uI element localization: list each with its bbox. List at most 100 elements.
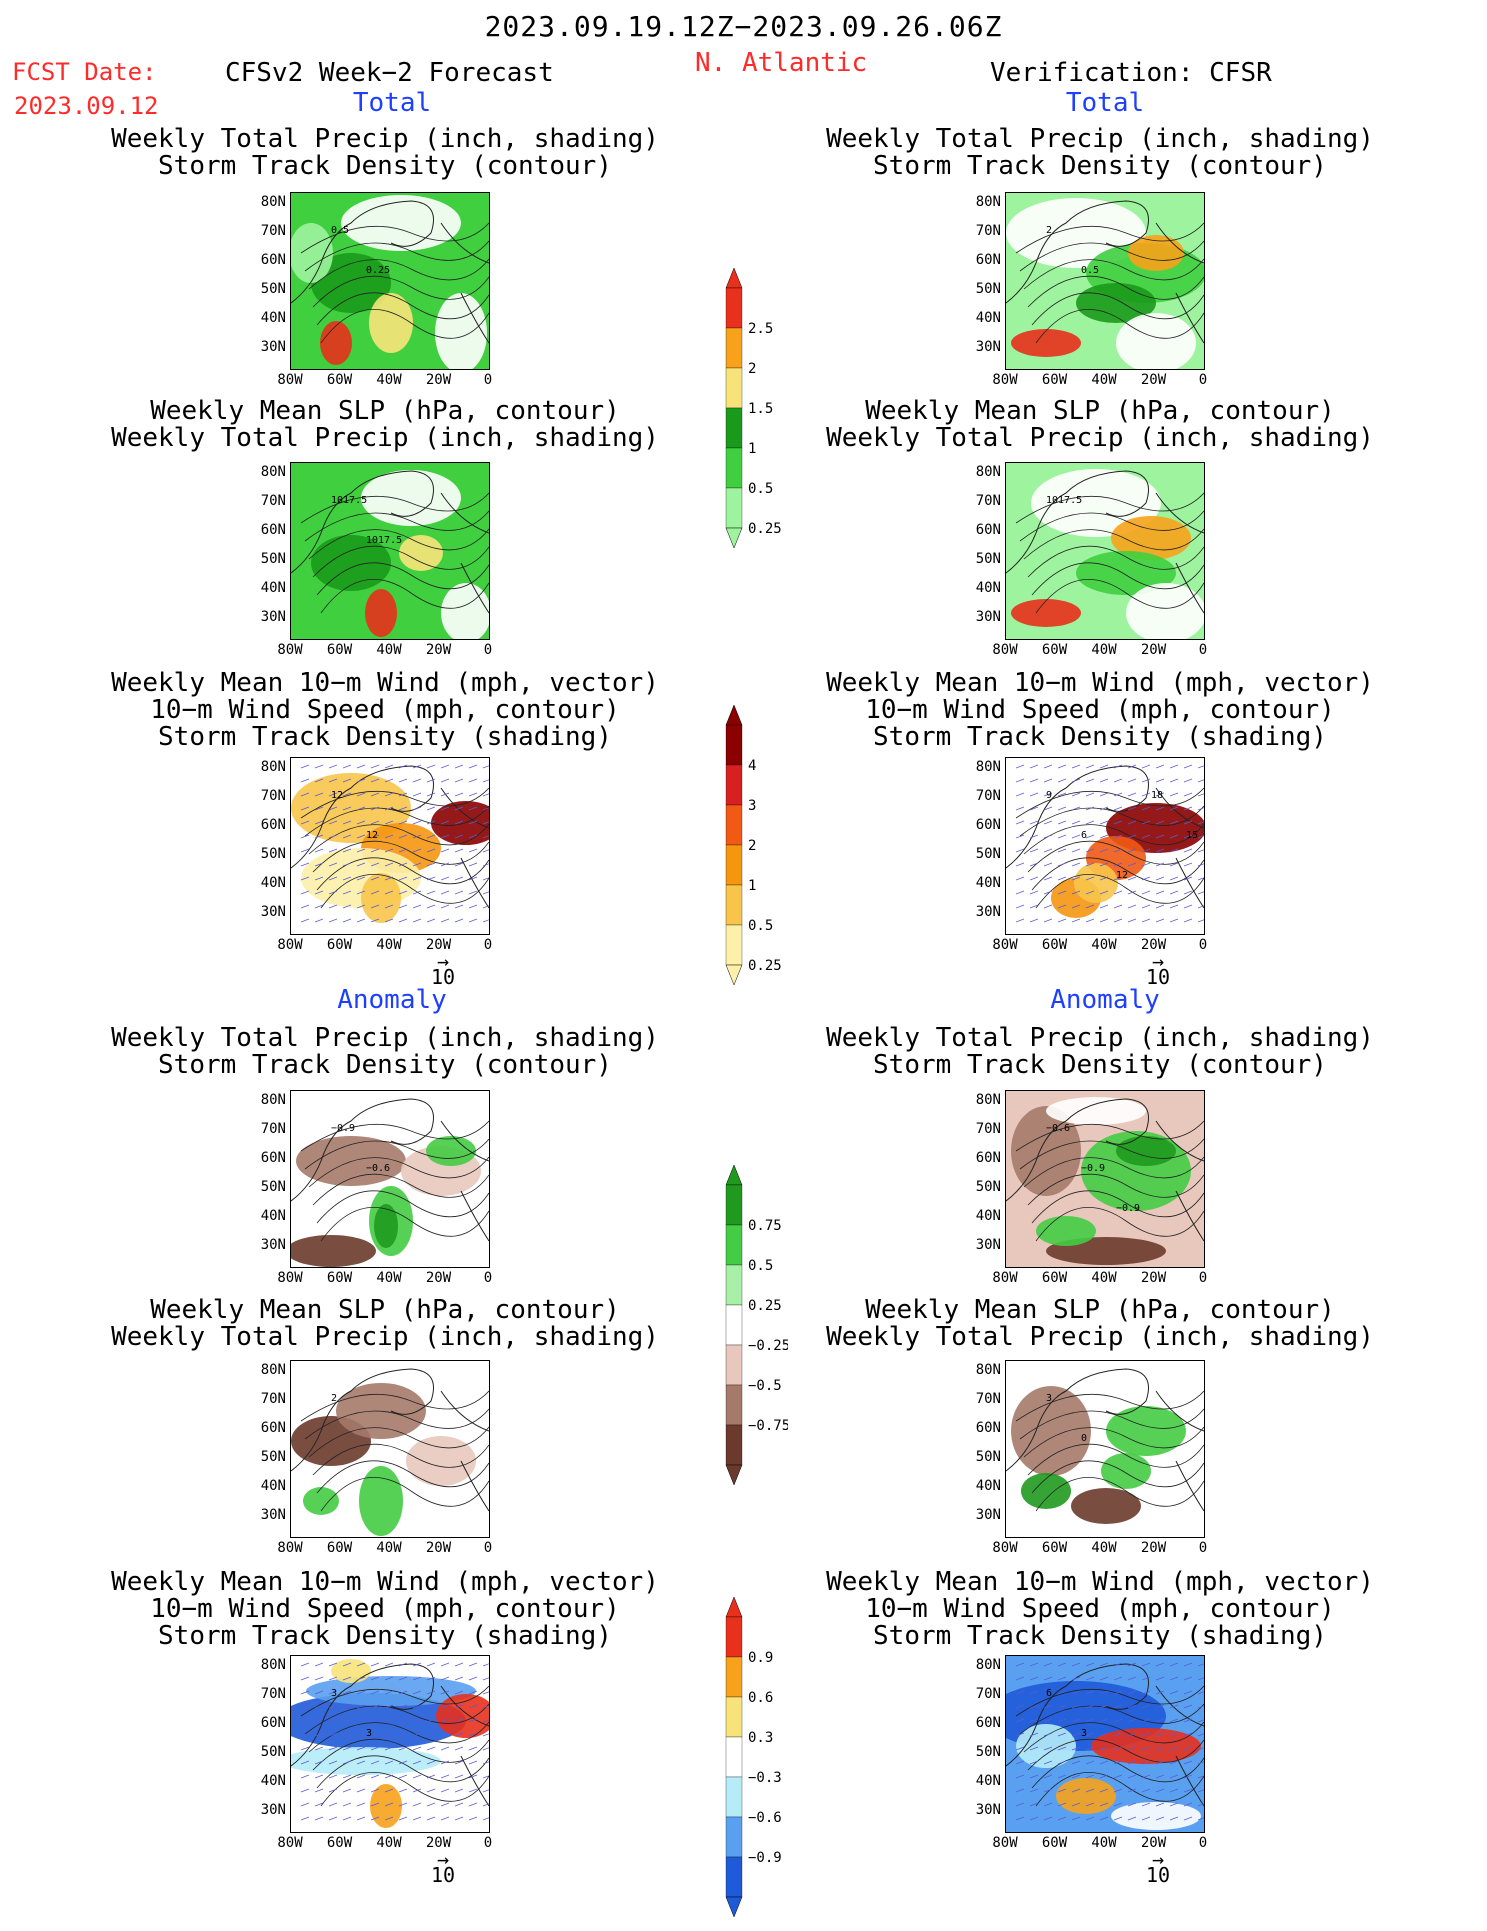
fcst-date-label: FCST Date: bbox=[12, 58, 157, 86]
lat-tick: 60N bbox=[260, 1150, 286, 1166]
lon-tick: 0 bbox=[483, 642, 493, 658]
lat-tick: 80N bbox=[260, 759, 286, 775]
lon-tick: 60W bbox=[326, 937, 353, 953]
lon-tick: 60W bbox=[1041, 937, 1068, 953]
colorbar-label: 2 bbox=[748, 838, 756, 854]
lat-tick: 30N bbox=[975, 1507, 1001, 1523]
lat-tick: 30N bbox=[975, 1802, 1001, 1818]
lat-tick: 30N bbox=[260, 609, 286, 625]
contour-label: −0.6 bbox=[366, 1163, 390, 1174]
lon-tick: 40W bbox=[376, 937, 402, 953]
colorbar-label: 0.25 bbox=[748, 1298, 782, 1314]
lat-tick: 50N bbox=[975, 1744, 1001, 1760]
map-ver-precip-anom: −0.6 −0.9 −0.9 bbox=[1005, 1090, 1205, 1268]
contour-label: 2 bbox=[1046, 225, 1052, 236]
colorbar-label: 0.6 bbox=[748, 1690, 773, 1706]
lat-tick: 60N bbox=[975, 1420, 1001, 1436]
lon-tick: 80W bbox=[992, 1270, 1018, 1286]
colorbar-swatch bbox=[725, 1616, 743, 1658]
lat-tick: 80N bbox=[260, 464, 286, 480]
lon-tick: 80W bbox=[277, 642, 303, 658]
lat-tick: 70N bbox=[975, 493, 1001, 509]
contour-label: 1017.5 bbox=[331, 495, 367, 506]
lon-tick: 0 bbox=[483, 1835, 493, 1851]
lat-tick: 50N bbox=[975, 1179, 1001, 1195]
lon-tick: 40W bbox=[376, 1540, 402, 1556]
colorbar-label: 0.5 bbox=[748, 918, 773, 934]
lat-tick: 80N bbox=[975, 1657, 1001, 1673]
lat-tick: 70N bbox=[260, 788, 286, 804]
contour-label: 0.25 bbox=[366, 265, 390, 276]
colorbar-label: 0.75 bbox=[748, 1218, 782, 1234]
colorbar-label: 2.5 bbox=[748, 321, 773, 337]
lat-tick: 60N bbox=[260, 817, 286, 833]
lat-tick: 50N bbox=[975, 1449, 1001, 1465]
colorbar-swatch bbox=[725, 367, 743, 409]
colorbar-label: 1 bbox=[748, 441, 756, 457]
title-fc-wind-total: Weekly Mean 10−m Wind (mph, vector) 10−m… bbox=[111, 668, 659, 752]
total-tag-forecast: Total bbox=[352, 88, 432, 118]
lon-tick: 60W bbox=[1041, 642, 1068, 658]
lon-tick: 0 bbox=[1198, 372, 1208, 388]
lon-tick: 20W bbox=[425, 1270, 452, 1286]
lat-tick: 80N bbox=[975, 759, 1001, 775]
lon-tick: 20W bbox=[425, 937, 452, 953]
lat-tick: 60N bbox=[260, 1715, 286, 1731]
lat-tick: 80N bbox=[975, 194, 1001, 210]
title-ver-slp-total: Weekly Mean SLP (hPa, contour) Weekly To… bbox=[826, 396, 1374, 453]
colorbar-swatch bbox=[725, 1776, 743, 1818]
anomaly-tag-forecast: Anomaly bbox=[337, 985, 447, 1015]
colorbar-label: 0.9 bbox=[748, 1650, 773, 1666]
lon-tick: 0 bbox=[483, 937, 493, 953]
colorbar-swatch bbox=[725, 1656, 743, 1698]
lon-tick: 0 bbox=[483, 1270, 493, 1286]
map-fc-wind-total: 12 12 bbox=[290, 757, 490, 935]
lat-tick: 70N bbox=[975, 223, 1001, 239]
lon-tick: 80W bbox=[992, 1835, 1018, 1851]
map-fc-slp-total: 1017.5 1017.5 bbox=[290, 462, 490, 640]
lon-tick: 60W bbox=[326, 372, 353, 388]
map-ver-wind-total: 961218156 bbox=[1005, 757, 1205, 935]
lat-tick: 60N bbox=[260, 1420, 286, 1436]
lat-tick: 40N bbox=[260, 580, 286, 596]
contour-label: 12 bbox=[366, 830, 378, 841]
lat-tick: 80N bbox=[260, 1657, 286, 1673]
lat-tick: 50N bbox=[260, 1449, 286, 1465]
lon-tick: 20W bbox=[1140, 372, 1167, 388]
contour-label: 0 bbox=[1081, 1433, 1087, 1444]
lat-tick: 30N bbox=[975, 1237, 1001, 1253]
colorbar-label: 3 bbox=[748, 798, 756, 814]
colorbar-swatch bbox=[725, 287, 743, 329]
lon-tick: 80W bbox=[277, 372, 303, 388]
contour-label: −0.6 bbox=[1046, 1123, 1070, 1134]
colorbar-label: −0.3 bbox=[748, 1770, 782, 1786]
lon-tick: 20W bbox=[425, 372, 452, 388]
lon-tick: 80W bbox=[992, 372, 1018, 388]
lat-tick: 80N bbox=[260, 1092, 286, 1108]
lon-tick: 0 bbox=[1198, 642, 1208, 658]
lat-tick: 40N bbox=[260, 310, 286, 326]
colorbar-swatch bbox=[725, 844, 743, 886]
title-fc-precip-anom: Weekly Total Precip (inch, shading) Stor… bbox=[111, 1023, 659, 1080]
lat-tick: 50N bbox=[975, 551, 1001, 567]
lat-tick: 30N bbox=[260, 1507, 286, 1523]
lon-tick: 0 bbox=[483, 1540, 493, 1556]
colorbar-label: −0.75 bbox=[748, 1418, 788, 1434]
vector-reference: → 10 bbox=[1145, 949, 1171, 989]
lat-tick: 30N bbox=[260, 1802, 286, 1818]
title-ver-wind-total: Weekly Mean 10−m Wind (mph, vector) 10−m… bbox=[826, 668, 1374, 752]
lon-tick: 0 bbox=[1198, 1270, 1208, 1286]
lon-tick: 40W bbox=[376, 1270, 402, 1286]
title-ver-slp-anom: Weekly Mean SLP (hPa, contour) Weekly To… bbox=[826, 1295, 1374, 1352]
colorbar-swatch bbox=[725, 447, 743, 489]
lat-tick: 40N bbox=[975, 1773, 1001, 1789]
lon-tick: 80W bbox=[277, 1540, 303, 1556]
contour-label: 12 bbox=[1116, 870, 1128, 881]
verification-title: Verification: CFSR bbox=[990, 58, 1272, 88]
lat-tick: 30N bbox=[975, 609, 1001, 625]
contour-label: 0.5 bbox=[1081, 265, 1099, 276]
title-fc-precip-total: Weekly Total Precip (inch, shading) Stor… bbox=[111, 124, 659, 181]
lat-tick: 60N bbox=[975, 252, 1001, 268]
contour-label: 3 bbox=[331, 1688, 337, 1699]
